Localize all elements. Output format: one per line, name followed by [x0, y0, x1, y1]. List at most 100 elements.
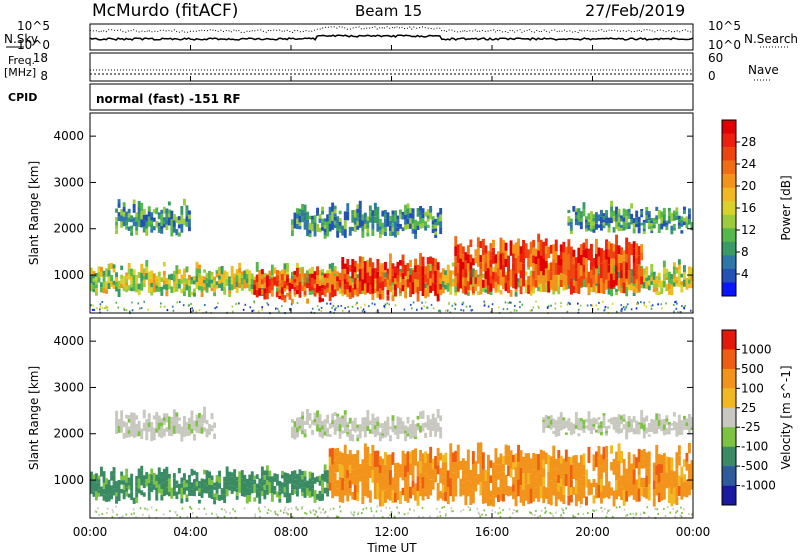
- heatmap-cell: [233, 482, 237, 487]
- heatmap-speckle: [253, 301, 256, 304]
- heatmap-cell: [301, 422, 305, 427]
- heatmap-cell: [549, 456, 553, 469]
- heatmap-cell: [512, 491, 516, 500]
- heatmap-speckle: [680, 515, 683, 518]
- heatmap-cell: [456, 444, 460, 462]
- heatmap-speckle: [143, 300, 145, 303]
- heatmap-cell: [208, 478, 212, 485]
- heatmap-cell: [162, 413, 166, 418]
- heatmap-cell: [622, 213, 626, 218]
- heatmap-cell: [632, 262, 636, 270]
- heatmap-speckle: [131, 309, 134, 312]
- heatmap-cell: [336, 448, 340, 456]
- heatmap-cell: [356, 450, 360, 459]
- heatmap-cell: [389, 426, 392, 430]
- heatmap-cell: [162, 275, 166, 281]
- heatmap-cell: [677, 225, 681, 229]
- heatmap-cell: [260, 274, 264, 280]
- heatmap-speckle: [624, 308, 626, 311]
- heatmap-cell: [195, 472, 199, 477]
- heatmap-cell: [298, 212, 302, 216]
- colorbar-tick-label: -100: [741, 440, 768, 454]
- heatmap-cell: [316, 207, 320, 216]
- heatmap-cell: [391, 231, 395, 236]
- heatmap-cell: [336, 488, 340, 497]
- heatmap-cell: [607, 217, 611, 223]
- heatmap-cell: [215, 487, 219, 494]
- heatmap-cell: [95, 491, 98, 501]
- heatmap-cell: [650, 272, 654, 277]
- heatmap-cell: [326, 432, 330, 437]
- heatmap-cell: [439, 208, 443, 215]
- heatmap-speckle: [607, 306, 609, 309]
- heatmap-cell: [308, 289, 312, 295]
- heatmap-cell: [652, 497, 656, 507]
- heatmap-cell: [396, 223, 400, 228]
- heatmap-cell: [492, 473, 495, 485]
- heatmap-cell: [537, 454, 541, 470]
- heatmap-cell: [348, 292, 352, 299]
- heatmap-cell: [223, 286, 227, 295]
- heatmap-speckle: [615, 506, 618, 509]
- heatmap-cell: [316, 275, 320, 284]
- heatmap-cell: [165, 473, 169, 481]
- heatmap-cell: [150, 431, 154, 435]
- heatmap-cell: [361, 226, 365, 232]
- heatmap-cell: [203, 419, 207, 424]
- heatmap-cell: [127, 415, 131, 419]
- heatmap-cell: [562, 252, 566, 264]
- heatmap-cell: [451, 462, 455, 473]
- heatmap-cell: [507, 455, 511, 466]
- heatmap-cell: [323, 476, 327, 482]
- heatmap-cell: [185, 426, 189, 432]
- heatmap-cell: [426, 291, 430, 297]
- heatmap-cell: [301, 419, 305, 423]
- heatmap-cell: [386, 279, 390, 285]
- heatmap-speckle: [513, 509, 515, 511]
- heatmap-cell: [338, 464, 342, 477]
- heatmap-cell: [419, 215, 423, 220]
- heatmap-cell: [240, 277, 244, 282]
- heatmap-cell: [635, 283, 639, 289]
- heatmap-cell: [253, 284, 257, 290]
- heatmap-cell: [117, 426, 121, 433]
- heatmap-cell: [479, 468, 483, 483]
- heatmap-cell: [607, 272, 611, 281]
- heatmap-speckle: [453, 302, 456, 305]
- heatmap-cell: [142, 279, 146, 284]
- colorbar-swatch: [722, 388, 736, 408]
- heatmap-cell: [286, 491, 289, 498]
- heatmap-cell: [205, 272, 209, 278]
- heatmap-cell: [386, 454, 390, 466]
- heatmap-cell: [298, 267, 302, 273]
- heatmap-cell: [411, 282, 415, 295]
- heatmap-cell: [160, 477, 164, 484]
- heatmap-cell: [115, 272, 119, 278]
- heatmap-cell: [356, 204, 360, 209]
- heatmap-cell: [386, 426, 390, 431]
- heatmap-cell: [366, 216, 370, 221]
- heatmap-cell: [652, 271, 656, 276]
- heatmap-cell: [167, 217, 171, 222]
- heatmap-cell: [130, 482, 134, 492]
- heatmap-cell: [444, 284, 448, 290]
- heatmap-cell: [97, 489, 101, 494]
- heatmap-speckle: [385, 506, 387, 509]
- heatmap-cell: [188, 423, 191, 430]
- heatmap-cell: [635, 250, 639, 258]
- heatmap-cell: [348, 457, 352, 466]
- heatmap-cell: [142, 268, 146, 273]
- heatmap-cell: [509, 486, 513, 496]
- heatmap-cell: [444, 452, 448, 463]
- heatmap-cell: [150, 220, 154, 225]
- heatmap-cell: [635, 243, 639, 251]
- heatmap-cell: [662, 452, 666, 469]
- heatmap-cell: [647, 427, 651, 430]
- heatmap-speckle: [267, 508, 270, 511]
- heatmap-cell: [115, 492, 119, 497]
- heatmap-cell: [343, 211, 347, 221]
- heatmap-cell: [150, 434, 154, 438]
- heatmap-cell: [406, 420, 410, 424]
- heatmap-cell: [356, 492, 360, 502]
- heatmap-cell: [620, 218, 624, 222]
